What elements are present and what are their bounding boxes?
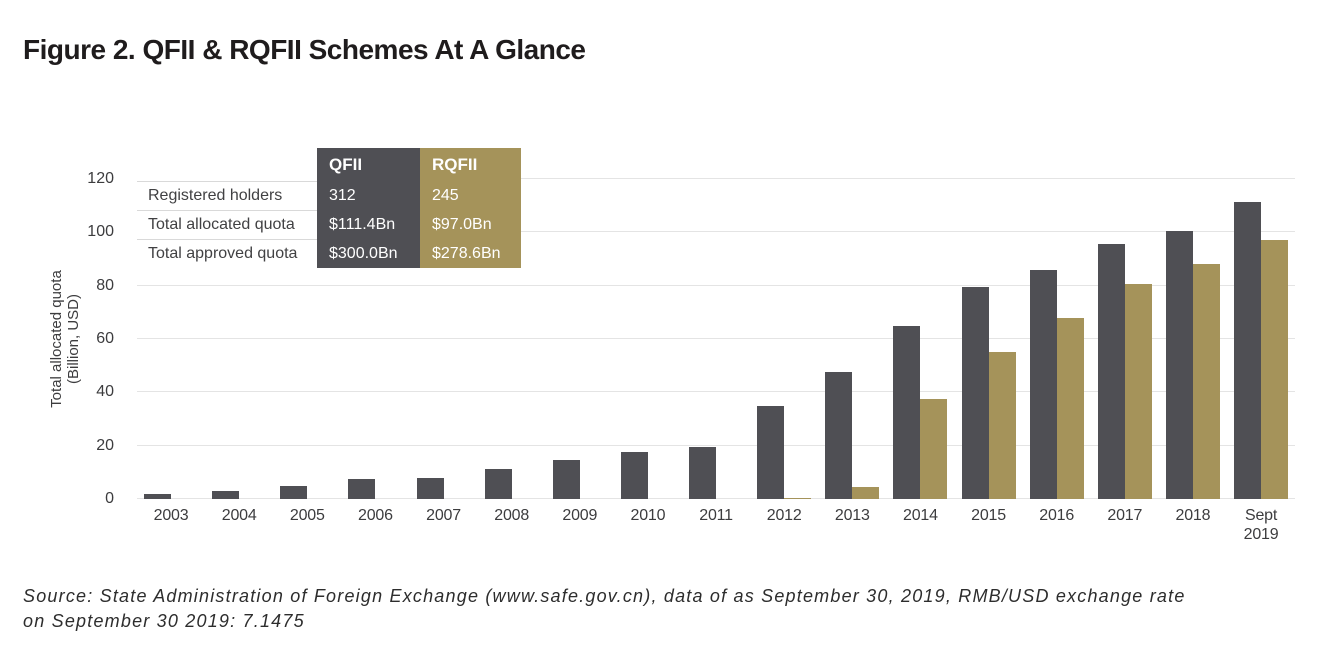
gridline-100 bbox=[137, 231, 1295, 233]
y-tick-label: 100 bbox=[87, 223, 114, 241]
rqfii-bar bbox=[920, 399, 948, 499]
qfii-value: $111.4Bn bbox=[329, 215, 396, 233]
qfii-bar bbox=[144, 494, 172, 499]
rqfii-bar bbox=[784, 497, 812, 499]
qfii-bar bbox=[212, 491, 240, 499]
bar-group bbox=[546, 179, 614, 499]
stats-table-label-column: Registered holders Total allocated quota… bbox=[137, 148, 317, 268]
qfii-bar bbox=[1165, 231, 1193, 499]
qfii-bar bbox=[280, 486, 308, 499]
rqfii-value: $97.0Bn bbox=[432, 215, 492, 233]
bar-group bbox=[273, 179, 341, 499]
bar-group bbox=[886, 179, 954, 499]
x-tick-label: 2014 bbox=[903, 507, 938, 524]
qfii-bar bbox=[484, 469, 512, 499]
bar-group bbox=[205, 179, 273, 499]
qfii-value: $300.0Bn bbox=[329, 244, 398, 262]
source-note: Source: State Administration of Foreign … bbox=[23, 586, 1186, 631]
x-tick-label: 2009 bbox=[562, 507, 598, 524]
rqfii-column-header: RQFII bbox=[432, 154, 478, 174]
qfii-bar bbox=[1097, 244, 1125, 499]
qfii-bar bbox=[1029, 269, 1057, 499]
y-tick-label: 40 bbox=[96, 383, 114, 401]
rqfii-value: 245 bbox=[432, 186, 459, 204]
qfii-value: 312 bbox=[329, 186, 356, 204]
y-tick-label: 20 bbox=[96, 436, 114, 454]
x-tick-label: Sept 2019 bbox=[1243, 507, 1279, 543]
stats-table-rqfii-column: RQFII 245 $97.0Bn $278.6Bn bbox=[420, 148, 521, 268]
bar-group bbox=[955, 179, 1023, 499]
bar-group bbox=[1159, 179, 1227, 499]
x-tick-label: 2015 bbox=[971, 507, 1006, 524]
qfii-bar bbox=[825, 372, 853, 499]
y-tick-label: 60 bbox=[96, 330, 114, 347]
stats-row-label: Total approved quota bbox=[137, 239, 317, 268]
x-tick-label: 2016 bbox=[1039, 507, 1075, 524]
stats-table-qfii-column: QFII 312 $111.4Bn $300.0Bn bbox=[317, 148, 420, 268]
qfii-column-header: QFII bbox=[329, 154, 363, 174]
bar-group bbox=[341, 179, 409, 499]
x-tick-label: 2004 bbox=[221, 507, 257, 524]
x-tick-label: 2018 bbox=[1175, 507, 1211, 524]
x-tick-label: 2007 bbox=[426, 507, 461, 524]
bar-groups bbox=[137, 179, 1295, 499]
stats-row-label: Total allocated quota bbox=[137, 210, 317, 239]
bar-group bbox=[1091, 179, 1159, 499]
gridline-120 bbox=[137, 178, 1295, 179]
x-tick-label: 2003 bbox=[153, 507, 189, 524]
stats-row-label: Registered holders bbox=[137, 181, 317, 210]
y-tick-label: 0 bbox=[105, 490, 114, 507]
rqfii-bar bbox=[988, 352, 1016, 499]
bar-group bbox=[478, 179, 546, 499]
qfii-bar bbox=[416, 477, 444, 499]
gridline-80 bbox=[137, 284, 1295, 286]
bar-group bbox=[818, 179, 886, 499]
x-tick-label: 2008 bbox=[494, 507, 530, 524]
y-tick-label: 120 bbox=[87, 170, 114, 187]
x-tick-label: 2010 bbox=[630, 507, 666, 524]
x-tick-label: 2005 bbox=[289, 507, 325, 524]
bar-group bbox=[410, 179, 478, 499]
x-axis-ticks: 2003 2004 2005 2006 2007 2008 2009 2010 2011 2012… bbox=[137, 506, 1295, 544]
rqfii-bar bbox=[852, 487, 880, 499]
gridline-60 bbox=[137, 338, 1295, 339]
bar-group bbox=[1227, 179, 1295, 499]
qfii-bar bbox=[689, 447, 717, 499]
x-tick-label: 2012 bbox=[766, 507, 802, 524]
bar-group bbox=[137, 179, 205, 499]
qfii-bar bbox=[552, 460, 580, 499]
rqfii-value: $278.6Bn bbox=[432, 244, 501, 262]
qfii-bar bbox=[348, 478, 376, 499]
x-tick-label: 2013 bbox=[834, 507, 870, 524]
bar-group bbox=[750, 179, 818, 499]
y-axis-ticks: 0 20 40 60 80 100 120 bbox=[74, 170, 124, 507]
stats-table: Registered holders Total allocated quota… bbox=[137, 148, 521, 268]
qfii-bar bbox=[961, 287, 989, 499]
qfii-bar bbox=[757, 405, 785, 499]
stats-table-corner-cell bbox=[137, 148, 317, 181]
qfii-bar bbox=[893, 325, 921, 499]
bar-group bbox=[614, 179, 682, 499]
y-tick-label: 80 bbox=[96, 276, 114, 294]
x-tick-label: 2017 bbox=[1107, 507, 1143, 524]
bar-group bbox=[682, 179, 750, 499]
gridline-20 bbox=[137, 444, 1295, 446]
rqfii-bar bbox=[1261, 240, 1289, 499]
bar-group bbox=[1023, 179, 1091, 499]
rqfii-bar bbox=[1192, 264, 1220, 499]
x-tick-label: 2011 bbox=[699, 507, 733, 524]
rqfii-bar bbox=[1124, 284, 1152, 499]
qfii-bar bbox=[620, 452, 648, 499]
qfii-bar bbox=[1234, 201, 1262, 499]
gridline-40 bbox=[137, 391, 1295, 393]
figure-title: Figure 2. QFII & RQFII Schemes At A Glan… bbox=[23, 34, 586, 65]
rqfii-bar bbox=[1056, 317, 1084, 499]
x-tick-label: 2006 bbox=[358, 507, 393, 524]
